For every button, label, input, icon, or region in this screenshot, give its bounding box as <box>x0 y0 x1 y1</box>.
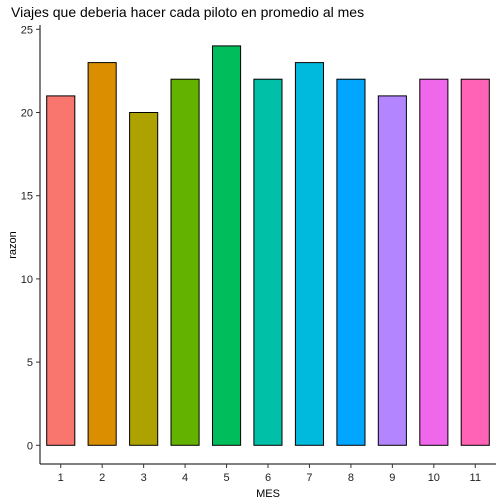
bar-mes-4 <box>170 78 200 446</box>
bar-mes-10 <box>419 78 449 446</box>
x-tick-label: 4 <box>182 472 188 484</box>
x-tick-label: 5 <box>223 472 229 484</box>
x-axis-title: MES <box>256 488 280 500</box>
bar-mes-6 <box>253 78 283 446</box>
x-tick-label: 1 <box>58 472 64 484</box>
x-tick-label: 8 <box>348 472 354 484</box>
x-tick-label: 7 <box>306 472 312 484</box>
y-tick-label: 15 <box>21 191 33 203</box>
bar-mes-9 <box>377 95 407 446</box>
y-axis-title: razon <box>7 231 19 259</box>
bar-mes-5 <box>212 45 242 446</box>
bar-mes-8 <box>336 78 366 446</box>
y-tick-label: 10 <box>21 274 33 286</box>
x-tick-label: 10 <box>428 472 440 484</box>
x-tick-label: 2 <box>99 472 105 484</box>
bar-mes-11 <box>460 78 490 446</box>
chart-title: Viajes que deberia hacer cada piloto en … <box>11 4 364 20</box>
x-tick-label: 6 <box>265 472 271 484</box>
bar-mes-3 <box>129 112 159 446</box>
x-tick-label: 3 <box>141 472 147 484</box>
y-tick-label: 20 <box>21 108 33 120</box>
y-tick-label: 5 <box>27 357 33 369</box>
bar-mes-2 <box>87 62 117 446</box>
y-tick-label: 0 <box>27 440 33 452</box>
x-tick-label: 9 <box>389 472 395 484</box>
y-tick-label: 25 <box>21 24 33 36</box>
bar-mes-1 <box>46 95 76 446</box>
x-tick-label: 11 <box>470 472 481 484</box>
bar-mes-7 <box>294 62 324 446</box>
